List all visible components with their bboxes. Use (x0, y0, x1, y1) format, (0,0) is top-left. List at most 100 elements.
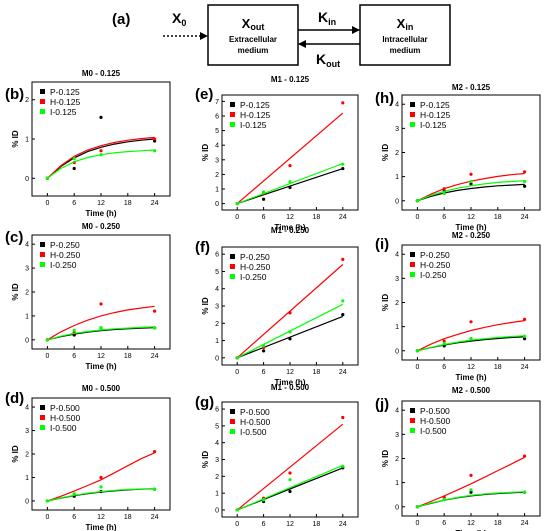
y-tick-label: 0 (25, 337, 29, 344)
legend-label-H-0.125: H-0.125 (420, 110, 451, 120)
fit-line-I-0.125 (417, 180, 525, 202)
panel-label: (c) (5, 229, 23, 246)
y-tick-label: 4 (395, 252, 399, 259)
data-point-H-0.500 (341, 415, 345, 420)
y-tick-label: 3 (215, 157, 219, 164)
legend-marker-H-0.125 (410, 112, 415, 117)
in-box-text2: medium (390, 46, 421, 55)
y-tick-label: 6 (215, 113, 219, 120)
x-tick-label: 18 (494, 364, 502, 371)
x-tick-label: 6 (72, 200, 76, 207)
in-box-title: Xin (397, 16, 414, 32)
legend-label-P-0.500: P-0.500 (50, 403, 80, 413)
legend-marker-P-0.250 (410, 252, 415, 257)
y-tick-label: 0 (395, 504, 399, 511)
y-tick-label: 4 (215, 440, 219, 447)
y-tick-label: 5 (215, 269, 219, 276)
y-tick-label: 2 (25, 97, 29, 104)
data-point-P-0.250 (523, 337, 527, 341)
fit-line-H-0.125 (417, 172, 525, 202)
y-tick-label: 1 (395, 174, 399, 181)
legend-label-P-0.125: P-0.125 (240, 100, 270, 110)
legend-marker-H-0.125 (40, 99, 45, 104)
chart-title: M2 - 0.250 (452, 231, 491, 240)
x-tick-label: 0 (415, 364, 419, 371)
x-tick-label: 24 (521, 364, 529, 371)
y-tick-label: 4 (25, 242, 29, 249)
data-point-P-0.125 (72, 166, 76, 171)
chart-title: M0 - 0.125 (82, 69, 121, 78)
legend-label-P-0.125: P-0.125 (50, 87, 80, 97)
data-point-P-0.250 (72, 333, 76, 337)
data-point-H-0.125 (153, 137, 157, 141)
x-tick-label: 0 (45, 200, 49, 207)
panel-label: (h) (375, 90, 394, 107)
data-point-P-0.500 (469, 490, 473, 494)
legend-label-I-0.125: I-0.125 (50, 107, 77, 117)
y-tick-label: 1 (215, 187, 219, 194)
data-point-I-0.500 (469, 488, 473, 492)
data-point-I-0.250 (99, 326, 103, 330)
data-point-I-0.500 (235, 508, 239, 512)
x-axis-label: Time (h) (86, 209, 117, 218)
data-point-H-0.125 (288, 164, 292, 168)
data-point-H-0.250 (153, 309, 157, 313)
fit-line-I-0.500 (47, 487, 155, 502)
legend-marker-P-0.250 (230, 254, 235, 259)
out-box-text1: Extracellular (229, 35, 277, 44)
legend-label-H-0.125: H-0.125 (50, 97, 81, 107)
fit-line-H-0.500 (236, 423, 344, 511)
x-tick-label: 24 (339, 369, 347, 376)
x-tick-label: 12 (286, 214, 294, 221)
data-point-H-0.250 (469, 320, 473, 324)
x-tick-label: 12 (97, 353, 105, 360)
legend-label-I-0.500: I-0.500 (420, 426, 447, 436)
legend-marker-I-0.500 (410, 428, 415, 433)
data-point-H-0.250 (341, 257, 345, 261)
kout-label: Kout (316, 51, 340, 69)
fit-line-H-0.250 (236, 264, 344, 359)
panel-label: (b) (5, 86, 24, 103)
data-point-I-0.125 (99, 153, 103, 157)
y-axis-label: % ID (201, 297, 210, 315)
legend-label-P-0.250: P-0.250 (240, 252, 270, 262)
legend-label-I-0.250: I-0.250 (240, 272, 267, 282)
data-point-H-0.250 (288, 311, 292, 315)
x-tick-label: 18 (313, 521, 321, 528)
panel-label: (j) (375, 396, 389, 413)
legend-label-P-0.125: P-0.125 (420, 100, 450, 110)
fit-line-P-0.500 (417, 491, 525, 508)
legend-marker-I-0.500 (40, 425, 45, 430)
x-tick-label: 6 (442, 214, 446, 221)
legend-marker-H-0.250 (40, 252, 45, 257)
x-tick-label: 0 (415, 214, 419, 221)
data-point-H-0.250 (442, 339, 446, 343)
legend-label-P-0.250: P-0.250 (50, 240, 80, 250)
x-tick-label: 0 (45, 514, 49, 521)
y-tick-label: 1 (215, 491, 219, 498)
x-tick-label: 0 (235, 521, 239, 528)
data-point-I-0.500 (99, 485, 103, 489)
chart-title: M1 - 0.125 (271, 75, 310, 84)
y-axis-label: % ID (201, 451, 210, 469)
extracellular-box (207, 4, 299, 66)
data-point-I-0.125 (341, 162, 345, 166)
x-tick-label: 18 (313, 369, 321, 376)
data-point-I-0.250 (341, 299, 345, 303)
x-tick-label: 0 (235, 369, 239, 376)
legend-marker-H-0.500 (40, 415, 45, 420)
data-point-P-0.125 (99, 115, 103, 119)
fit-line-P-0.125 (417, 183, 525, 202)
data-point-I-0.500 (442, 497, 446, 502)
y-tick-label: 0 (215, 355, 219, 362)
out-box-title: Xout (242, 16, 265, 32)
input-label: X0 (172, 10, 186, 28)
legend-marker-P-0.250 (40, 242, 45, 247)
scheme-panel-label: (a) (112, 11, 130, 28)
data-point-I-0.125 (262, 190, 266, 194)
x-tick-label: 12 (467, 520, 475, 527)
panel-label: (f) (195, 239, 210, 256)
x-tick-label: 12 (286, 521, 294, 528)
